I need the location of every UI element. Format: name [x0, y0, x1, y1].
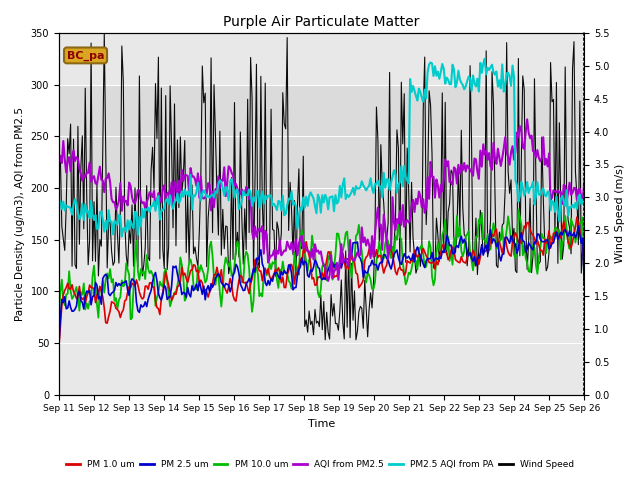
Y-axis label: Particle Density (ug/m3), AQI from PM2.5: Particle Density (ug/m3), AQI from PM2.5 [15, 107, 25, 321]
Text: BC_pa: BC_pa [67, 50, 104, 60]
X-axis label: Time: Time [308, 419, 335, 429]
Y-axis label: Wind Speed (m/s): Wind Speed (m/s) [615, 164, 625, 264]
Title: Purple Air Particulate Matter: Purple Air Particulate Matter [223, 15, 420, 29]
Legend: PM 1.0 um, PM 2.5 um, PM 10.0 um, AQI from PM2.5, PM2.5 AQI from PA, Wind Speed: PM 1.0 um, PM 2.5 um, PM 10.0 um, AQI fr… [63, 457, 577, 473]
Bar [59, 84, 584, 240]
